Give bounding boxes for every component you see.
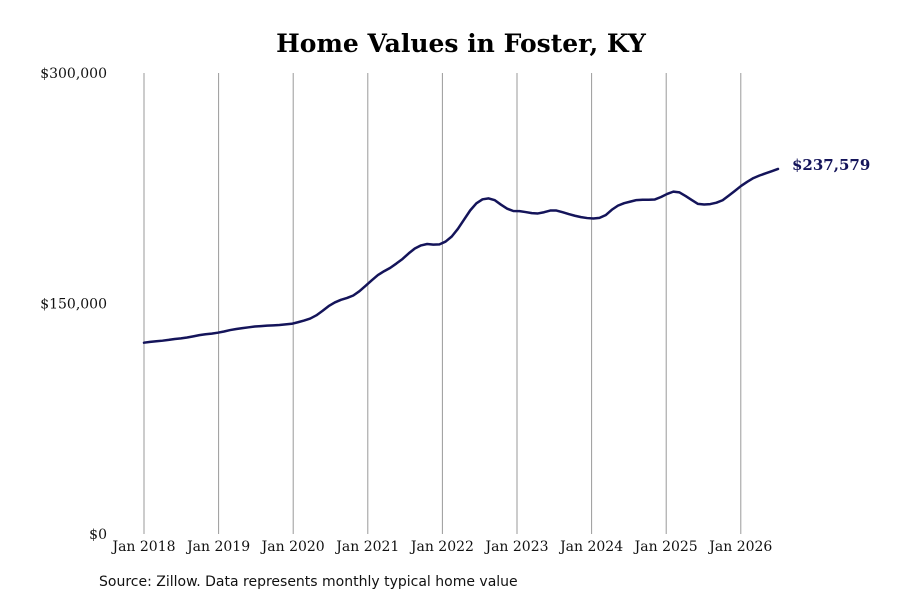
y-axis-ticks: $0 $150,000 $300,000 xyxy=(40,66,107,543)
x-tick-label: Jan 2023 xyxy=(483,539,548,555)
x-tick-label: Jan 2021 xyxy=(334,539,399,555)
vertical-gridlines xyxy=(143,73,742,534)
x-tick-label: Jan 2026 xyxy=(707,539,772,555)
y-tick-label: $150,000 xyxy=(40,297,107,313)
x-tick-label: Jan 2025 xyxy=(633,539,698,555)
y-tick-label: $0 xyxy=(89,527,107,543)
x-tick-label: Jan 2020 xyxy=(260,539,325,555)
x-tick-label: Jan 2018 xyxy=(110,539,175,555)
x-tick-label: Jan 2022 xyxy=(409,539,474,555)
y-tick-label: $300,000 xyxy=(40,66,107,82)
x-axis-ticks: Jan 2018 Jan 2019 Jan 2020 Jan 2021 Jan 2022… xyxy=(110,539,772,555)
source-note: Source: Zillow. Data represents monthly … xyxy=(99,574,518,590)
x-tick-label: Jan 2024 xyxy=(558,539,623,555)
x-tick-label: Jan 2019 xyxy=(185,539,250,555)
chart-title: Home Values in Foster, KY xyxy=(276,29,647,58)
end-value-label: $237,579 xyxy=(792,156,870,174)
series-line-home-value xyxy=(142,167,780,344)
